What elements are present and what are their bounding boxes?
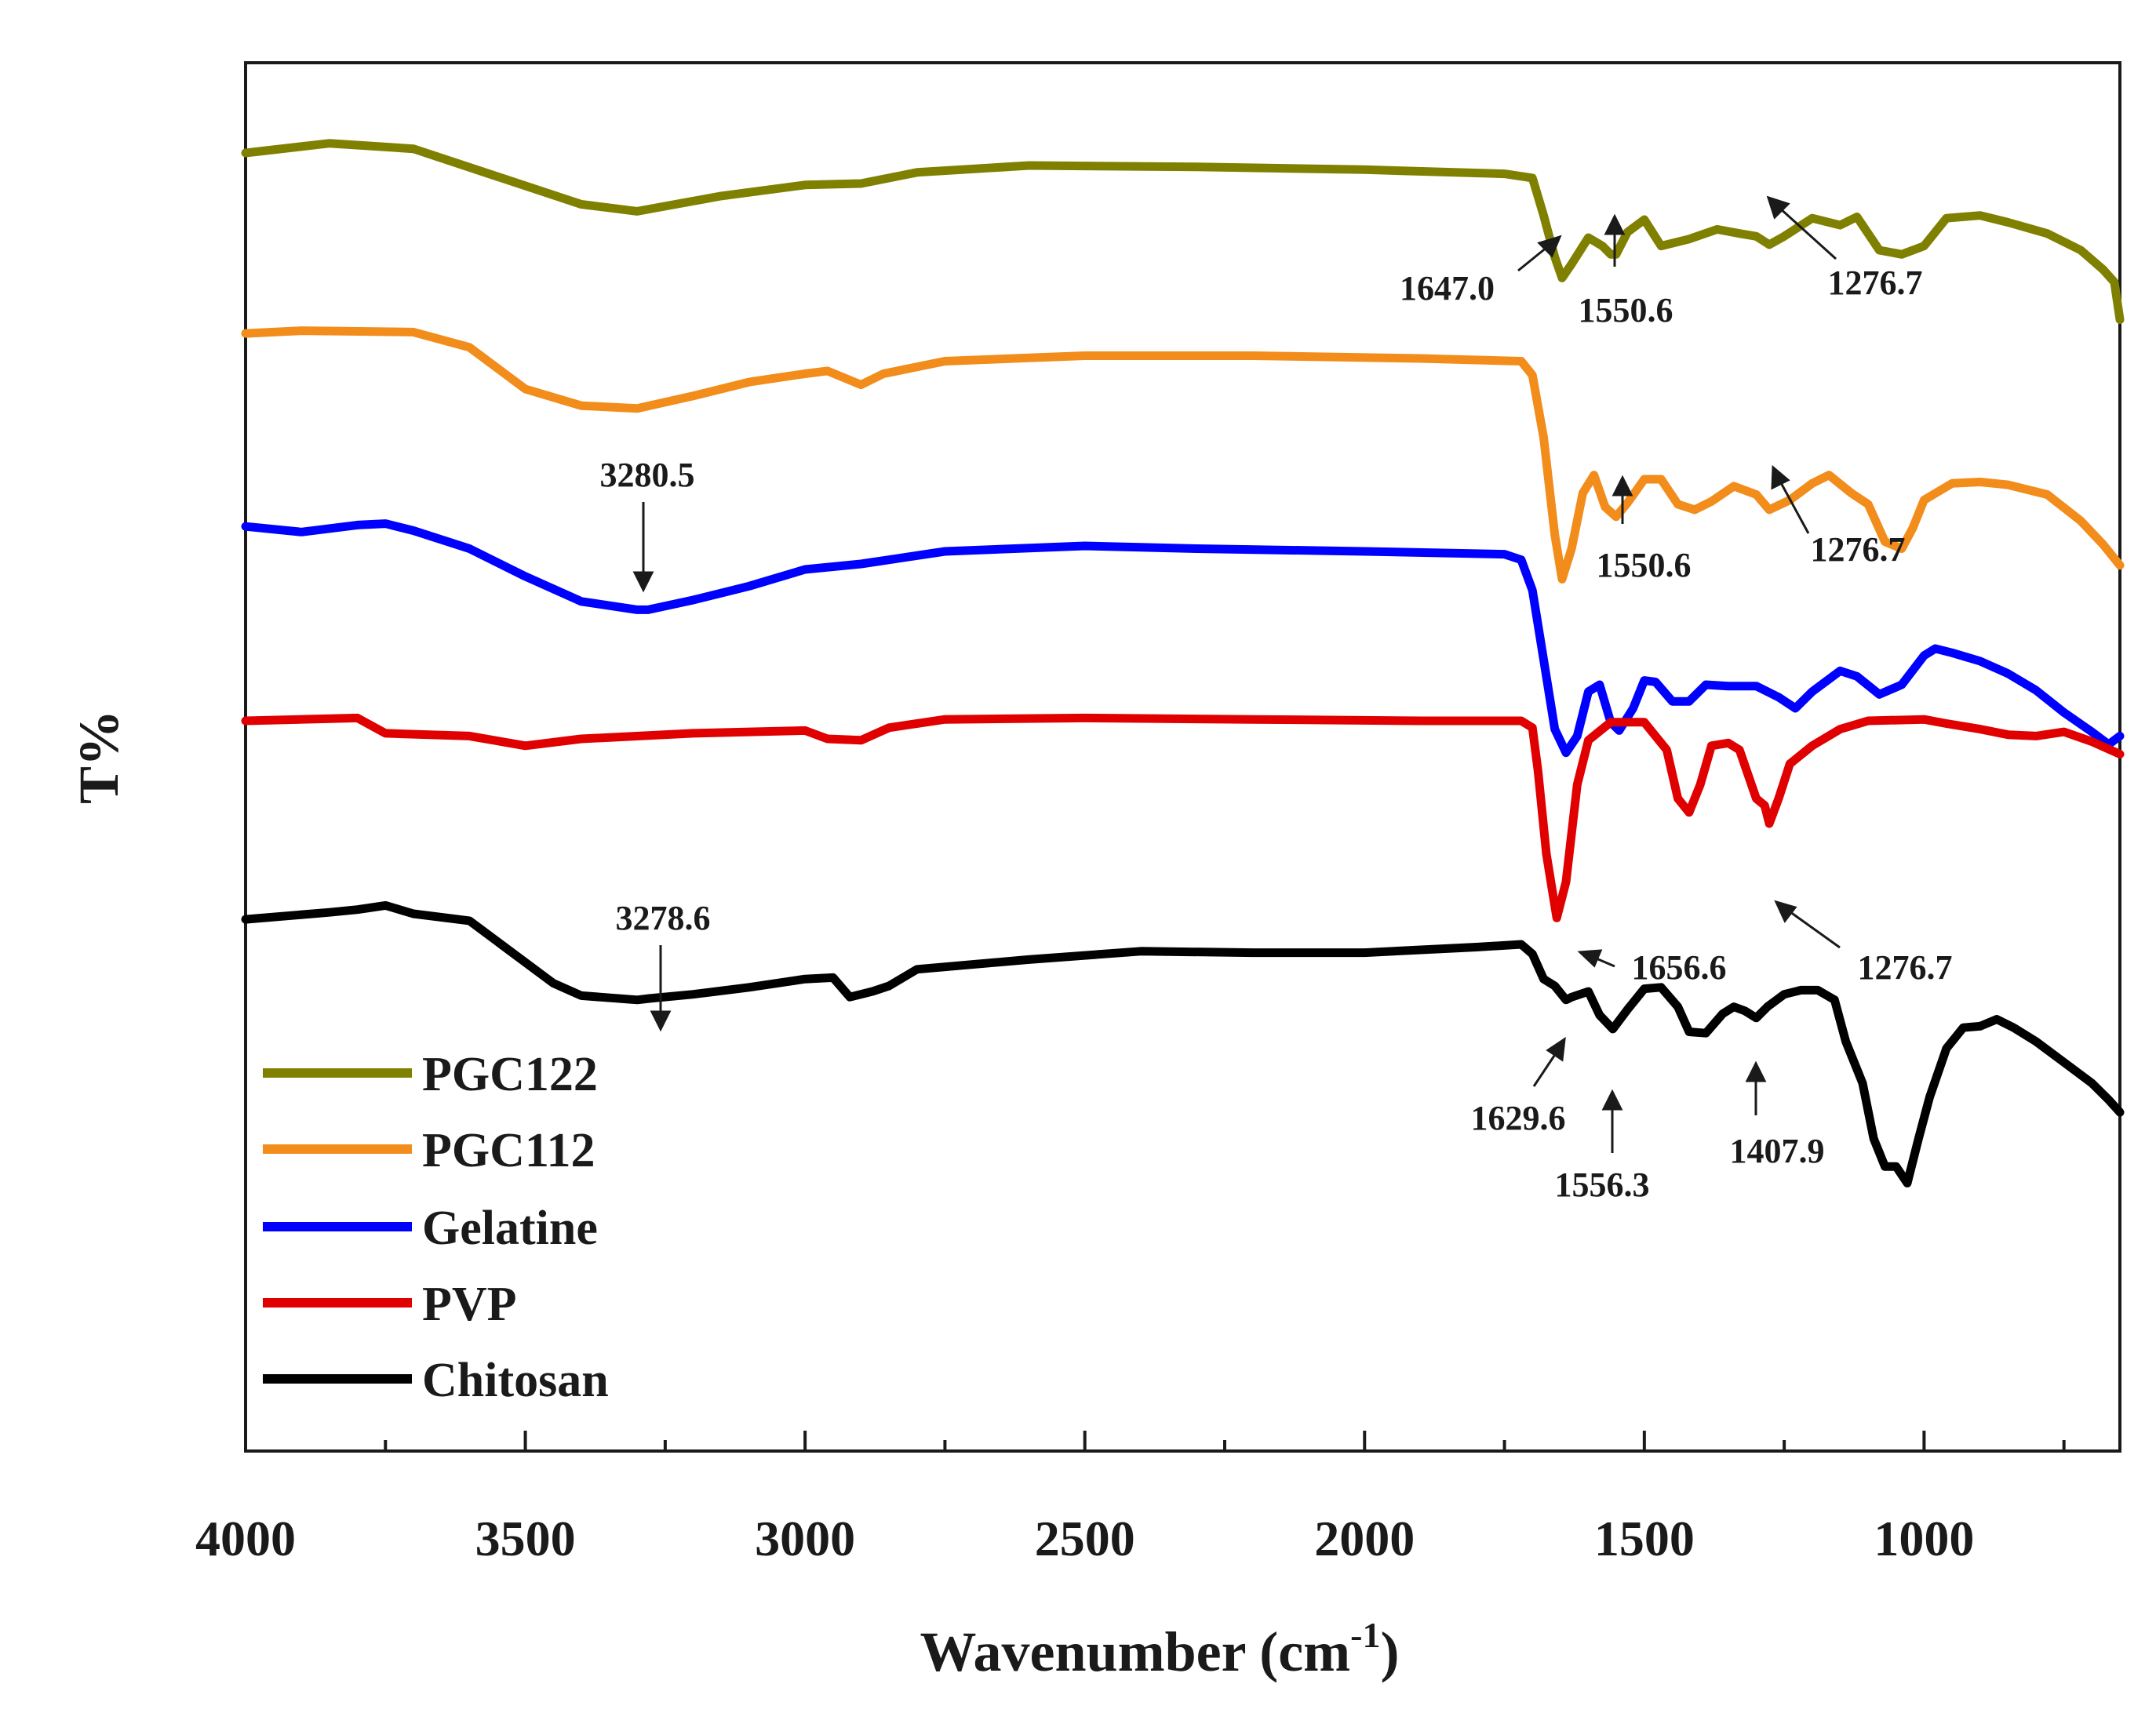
annotation-arrow [1517, 246, 1548, 272]
annotation-arrowhead [1774, 900, 1797, 923]
spectra-series [241, 139, 2125, 1188]
annotation-arrowhead [1612, 475, 1633, 496]
legend-item-gelatine: Gelatine [263, 1202, 598, 1255]
annotation-chitosan-1629: 1629.6 [1471, 1036, 1566, 1137]
legend-label: PVP [422, 1278, 517, 1331]
annotation-label: 1656.6 [1632, 948, 1727, 987]
annotation-arrow [1778, 206, 1837, 260]
legend-item-pvp: PVP [263, 1278, 517, 1331]
annotation-pvp-1276: 1276.7 [1774, 900, 1953, 987]
x-tick-label: 3000 [755, 1511, 855, 1566]
annotation-chitosan-1556: 1556.3 [1555, 1089, 1650, 1204]
annotation-arrowhead [1766, 195, 1790, 220]
annotation-label: 1407.9 [1730, 1132, 1825, 1170]
annotation-chitosan-1407: 1407.9 [1730, 1060, 1825, 1170]
legend-label: PGC112 [422, 1124, 595, 1177]
y-axis-title: T% [67, 710, 130, 804]
x-tick-label: 3500 [475, 1511, 576, 1566]
legend-label: PGC122 [422, 1048, 598, 1101]
annotation-label: 1629.6 [1471, 1099, 1566, 1137]
annotation-pvp-1656: 1656.6 [1577, 948, 1727, 987]
annotation-arrowhead [1537, 235, 1562, 258]
annotation-label: 1550.6 [1597, 546, 1692, 584]
series-line-pvp [241, 713, 2125, 922]
x-tick-label: 1000 [1874, 1511, 1974, 1566]
legend-label: Gelatine [422, 1202, 598, 1255]
legend-item-chitosan: Chitosan [263, 1354, 609, 1407]
annotation-arrowhead [1601, 1089, 1623, 1111]
annotation-arrowhead [1745, 1060, 1767, 1082]
annotation-arrowhead [632, 571, 654, 593]
annotation-pgc122-1647: 1647.0 [1400, 235, 1562, 307]
series-line-pgc122 [241, 139, 2125, 324]
x-tick-label: 2000 [1314, 1511, 1415, 1566]
annotation-label: 1276.7 [1811, 530, 1906, 569]
annotation-arrowhead [1604, 213, 1626, 235]
x-tick-label: 2500 [1035, 1511, 1135, 1566]
legend-item-pgc122: PGC122 [263, 1048, 598, 1101]
x-tick-label: 1500 [1594, 1511, 1695, 1566]
series-line-pgc112 [241, 326, 2125, 584]
annotation-label: 1647.0 [1400, 269, 1495, 307]
annotation-arrowhead [1546, 1036, 1566, 1062]
annotation-label: 3280.5 [600, 456, 695, 494]
annotations: 1647.0 1550.6 1276.7 3280.5 1550.6 1276.… [600, 195, 1953, 1204]
legend: PGC122 PGC112 Gelatine PVP Chitosan [263, 1048, 609, 1407]
annotation-gelatine-3280: 3280.5 [600, 456, 695, 593]
annotation-label: 1556.3 [1555, 1166, 1650, 1204]
annotation-chitosan-3278: 3278.6 [616, 899, 711, 1032]
annotation-arrow [1786, 908, 1841, 949]
legend-item-pgc112: PGC112 [263, 1124, 595, 1177]
annotation-pgc112-1276: 1276.7 [1771, 464, 1906, 569]
annotation-pgc122-1276: 1276.7 [1766, 195, 1923, 302]
annotation-arrowhead [1577, 949, 1603, 968]
annotation-label: 1276.7 [1858, 948, 1953, 987]
x-axis-title: Wavenumber (cm-1) [920, 1615, 1400, 1683]
annotation-pgc122-1550: 1550.6 [1579, 213, 1673, 329]
series-line-chitosan [241, 900, 2125, 1188]
legend-label: Chitosan [422, 1354, 609, 1407]
annotation-label: 3278.6 [616, 899, 711, 937]
annotation-label: 1550.6 [1579, 291, 1673, 329]
annotation-arrowhead [1771, 464, 1790, 490]
series-line-gelatine [241, 519, 2125, 758]
x-tick-label: 4000 [195, 1511, 296, 1566]
x-axis-ticks: 4000 3500 3000 2500 2000 1500 1000 [195, 1431, 2066, 1566]
annotation-arrowhead [650, 1010, 672, 1032]
annotation-pgc112-1550: 1550.6 [1597, 475, 1692, 584]
annotation-arrow [1778, 479, 1810, 534]
annotation-label: 1276.7 [1828, 264, 1923, 302]
annotation-arrow [1532, 1050, 1559, 1087]
